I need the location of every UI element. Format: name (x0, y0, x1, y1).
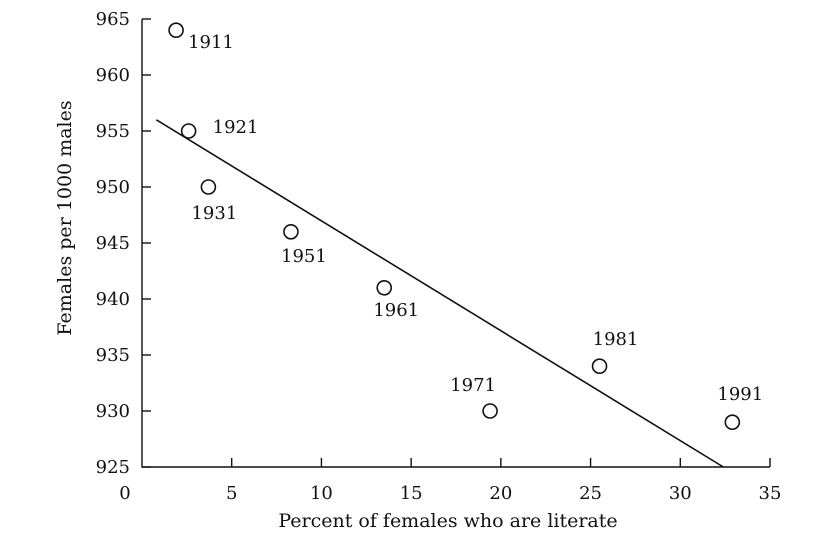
x-tick-label: 0 (119, 483, 130, 504)
data-point-1981 (591, 358, 608, 375)
y-tick-label: 965 (96, 9, 130, 30)
data-point-1991 (724, 414, 741, 431)
data-point-1931 (200, 179, 217, 195)
trend-line-group (155, 119, 724, 468)
y-tick-label: 940 (96, 289, 130, 310)
point-label-1951: 1951 (281, 246, 327, 267)
y-tick-label: 925 (96, 457, 130, 478)
data-point-1951 (283, 224, 299, 240)
point-label-1981: 1981 (593, 329, 639, 350)
axis-lines (141, 19, 770, 468)
point-label-1991: 1991 (717, 384, 763, 405)
data-point-1921 (180, 123, 197, 139)
y-tick-label: 935 (96, 345, 130, 366)
point-label-1961: 1961 (373, 300, 419, 321)
data-point-1911 (168, 22, 184, 39)
x-tick-label: 30 (669, 483, 692, 504)
point-label-1921: 1921 (213, 117, 259, 138)
y-tick-label: 955 (96, 121, 130, 142)
data-point-1971 (482, 403, 498, 419)
trend-line (155, 119, 724, 468)
y-axis-ticks: 925 930 935 940 945 950 955 960 965 (96, 9, 151, 478)
x-tick-label: 35 (759, 483, 782, 504)
x-tick-label: 15 (400, 483, 423, 504)
y-tick-label: 950 (96, 177, 130, 198)
data-points: 1911 1921 1931 1951 1961 1971 1981 1991 (168, 22, 763, 431)
point-label-1911: 1911 (188, 32, 234, 53)
x-tick-label: 10 (310, 483, 333, 504)
x-axis-label: Percent of females who are literate (278, 510, 617, 532)
x-tick-label: 20 (489, 483, 512, 504)
point-label-1971: 1971 (450, 375, 496, 396)
point-label-1931: 1931 (191, 203, 237, 224)
y-tick-label: 930 (96, 401, 130, 422)
y-axis-label: Females per 1000 males (54, 100, 76, 335)
y-tick-label: 945 (96, 233, 130, 254)
x-tick-label: 5 (226, 483, 237, 504)
x-tick-label: 25 (579, 483, 602, 504)
y-tick-label: 960 (96, 65, 130, 86)
data-point-1961 (376, 279, 393, 296)
x-axis-ticks: 0 5 10 15 20 25 30 35 (119, 458, 781, 504)
axes (141, 19, 770, 468)
